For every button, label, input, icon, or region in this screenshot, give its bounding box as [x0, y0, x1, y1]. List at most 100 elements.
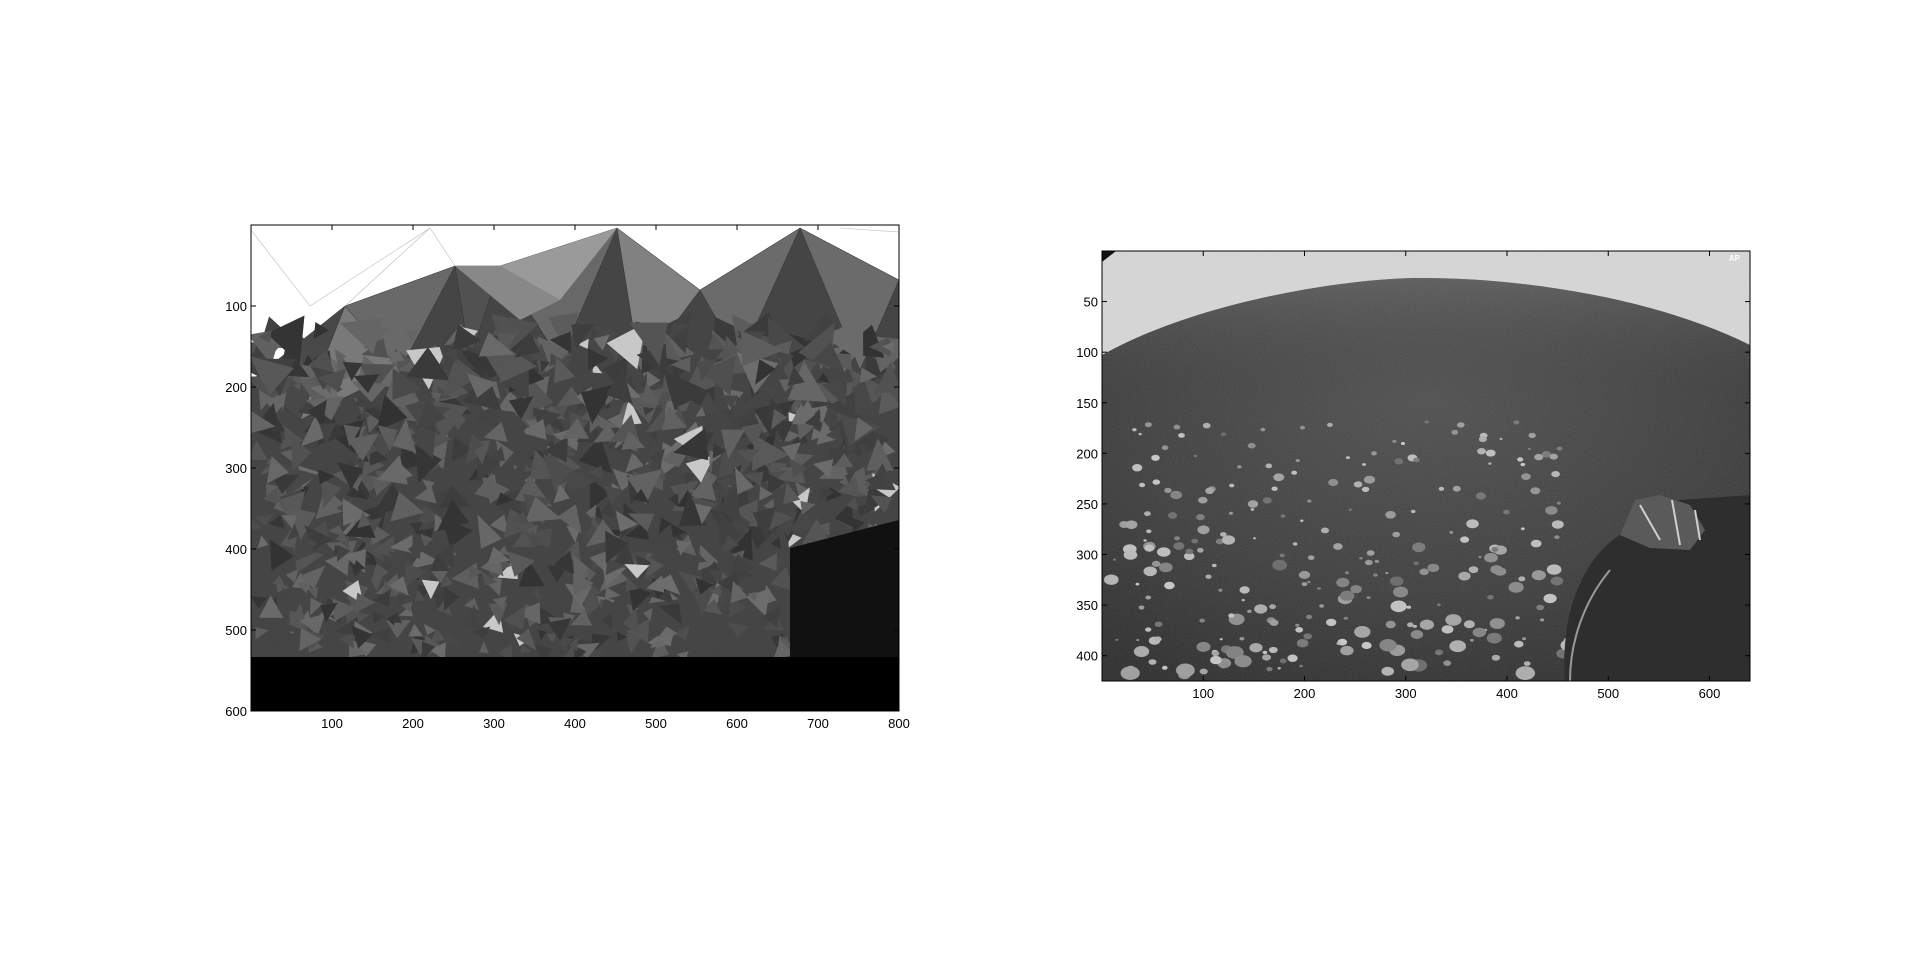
mesh-triangle — [590, 328, 602, 340]
mesh-triangle — [392, 368, 423, 400]
rock — [1484, 552, 1498, 563]
rock — [1229, 511, 1233, 515]
mesh-triangle — [276, 582, 290, 593]
mesh-triangle — [767, 397, 785, 420]
rock — [1366, 596, 1371, 599]
rock — [1488, 462, 1492, 465]
mesh-triangle — [420, 533, 434, 547]
mesh-triangle — [278, 587, 299, 604]
mesh-triangle — [569, 637, 579, 652]
mesh-triangle — [514, 332, 540, 358]
rock — [1157, 547, 1171, 557]
rock — [1148, 659, 1157, 665]
rock — [1374, 559, 1380, 564]
rock — [1239, 586, 1250, 594]
rock — [1138, 605, 1145, 610]
rock — [1527, 447, 1531, 450]
rock — [1239, 636, 1245, 641]
rock — [1199, 668, 1208, 675]
mesh-triangle — [285, 568, 300, 583]
left-y-tick-label: 500 — [225, 623, 247, 638]
rock — [1361, 486, 1370, 492]
rock — [1371, 451, 1377, 456]
mesh-triangle — [401, 601, 413, 613]
mesh-triangle — [691, 470, 717, 501]
rock — [1237, 465, 1242, 469]
rock — [1381, 666, 1394, 676]
mesh-triangle — [646, 556, 665, 578]
mesh-triangle — [712, 443, 727, 459]
mesh-triangle — [479, 641, 489, 654]
rock — [1490, 565, 1503, 574]
mesh-triangle — [590, 506, 603, 520]
rock — [1392, 531, 1401, 538]
rock — [1489, 618, 1505, 629]
left-ticks: 100 200 300 400 500 600 700 800 100 200 300 400 500 6… — [225, 225, 910, 731]
left-x-tick-label: 200 — [402, 716, 424, 731]
mesh-triangle — [251, 410, 276, 433]
rock — [1154, 621, 1163, 627]
mesh-triangle — [319, 423, 337, 444]
mesh-triangle — [718, 510, 743, 546]
mesh-triangle — [858, 444, 869, 457]
mesh-triangle — [709, 450, 722, 465]
rock — [1307, 580, 1311, 584]
mesh-triangle — [481, 571, 498, 586]
mesh-triangle — [251, 596, 268, 609]
mesh-triangle — [481, 348, 511, 380]
rock — [1327, 422, 1333, 427]
rock — [1438, 486, 1445, 491]
mesh-triangle — [506, 551, 536, 577]
left-x-tick-label: 500 — [645, 716, 667, 731]
rock — [1162, 665, 1168, 670]
rock — [1523, 661, 1531, 666]
mesh-triangle — [658, 603, 683, 625]
rock — [1486, 632, 1502, 644]
rock — [1468, 566, 1479, 574]
mesh-edge — [309, 227, 431, 307]
rock — [1363, 475, 1376, 484]
mesh-triangle — [324, 551, 349, 576]
mesh-triangle — [605, 558, 625, 576]
left-y-tick-label: 200 — [225, 380, 247, 395]
rock — [1345, 456, 1350, 460]
rock — [1528, 432, 1536, 439]
mesh-triangle — [328, 567, 347, 588]
mesh-triangle — [273, 501, 284, 513]
mesh-triangle — [696, 359, 718, 381]
mesh-triangle — [770, 566, 792, 591]
mesh-triangle — [280, 424, 304, 450]
mesh-triangle — [555, 386, 582, 408]
right-axes-frame — [1101, 250, 1751, 682]
rock — [1225, 646, 1244, 659]
mesh-triangle — [605, 367, 633, 404]
rock — [1390, 576, 1404, 586]
mesh-triangle — [503, 508, 536, 539]
mesh-triangle — [455, 266, 560, 320]
mesh-triangle — [339, 317, 383, 355]
rock — [1336, 577, 1350, 588]
rock — [1412, 624, 1417, 628]
mesh-triangle — [770, 536, 781, 549]
mesh-triangle — [354, 592, 375, 614]
mesh-triangle — [409, 521, 423, 533]
mesh-triangle — [800, 501, 816, 515]
mesh-triangle — [643, 607, 653, 622]
rock — [1437, 603, 1441, 607]
mesh-edge — [429, 227, 456, 267]
rock — [1546, 564, 1562, 575]
mesh-triangle — [670, 356, 691, 373]
mesh-edge — [251, 229, 311, 307]
mesh-triangle — [308, 587, 319, 600]
rock — [1104, 574, 1119, 585]
mesh-triangle — [392, 612, 402, 624]
right-x-tick-label: 500 — [1597, 686, 1619, 701]
mesh-triangle — [661, 405, 687, 431]
rock — [1145, 627, 1152, 632]
mesh-triangle — [764, 386, 778, 399]
rock — [1247, 442, 1256, 449]
mesh-triangle — [313, 322, 329, 340]
rock — [1401, 658, 1419, 672]
left-x-tick-label: 100 — [321, 716, 343, 731]
rock — [1260, 427, 1266, 432]
